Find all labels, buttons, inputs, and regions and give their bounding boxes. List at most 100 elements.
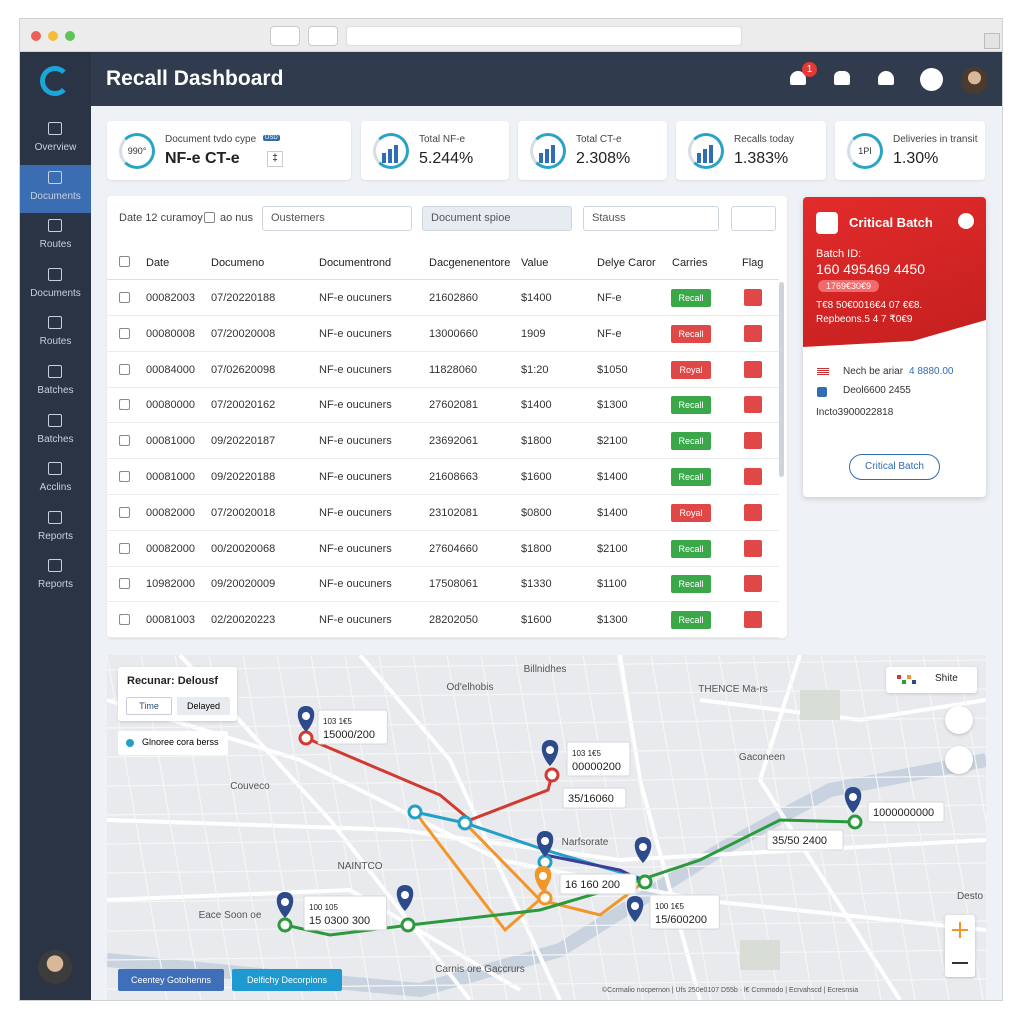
map-pin	[276, 892, 294, 918]
max-dot[interactable]	[65, 31, 75, 41]
callout	[562, 787, 627, 809]
tabs-button[interactable]	[308, 26, 338, 46]
sidebar-label[interactable]: Routes	[39, 239, 72, 251]
sidebar-icon[interactable]	[48, 413, 62, 427]
sidebar-icon[interactable]	[48, 219, 62, 233]
row-checkbox[interactable]	[119, 435, 130, 447]
column-header: Flag	[742, 257, 764, 269]
status-pill[interactable]: Royal	[671, 503, 711, 522]
min-dot[interactable]	[48, 31, 58, 41]
place-label: Carnis ore Gaccrurs	[435, 964, 524, 975]
header-checkbox[interactable]	[119, 256, 130, 267]
view-button[interactable]: Shite	[935, 673, 958, 684]
zoom-out[interactable]	[952, 962, 968, 964]
row-checkbox[interactable]	[119, 542, 130, 554]
street	[888, 655, 950, 1000]
filter-select[interactable]: Stauss	[583, 206, 719, 231]
cell: 09/20220187	[211, 435, 276, 448]
sidebar-label[interactable]: Reports	[37, 579, 73, 591]
row-checkbox[interactable]	[119, 614, 130, 626]
filter-checkbox[interactable]	[204, 212, 215, 223]
map-control[interactable]	[945, 746, 973, 774]
legend-tab[interactable]: Delayed	[177, 697, 230, 715]
flag-button[interactable]	[744, 289, 762, 306]
status-pill[interactable]: Royal	[671, 360, 711, 379]
column-header: Documeno	[211, 257, 265, 269]
flag-button[interactable]	[744, 503, 762, 521]
legend-tab[interactable]: Time	[126, 697, 172, 715]
status-pill[interactable]: Recall	[671, 289, 711, 307]
date-filter[interactable]: Date 12 curamoy	[119, 212, 203, 224]
cell: NF-e oucuners	[319, 327, 392, 340]
critical-button[interactable]: Critical Batch	[849, 454, 940, 480]
bell-icon[interactable]	[878, 71, 894, 85]
sidebar-icon[interactable]	[48, 170, 62, 184]
row-checkbox[interactable]	[119, 292, 130, 303]
cell: 02/20020223	[211, 614, 276, 627]
map-control[interactable]	[945, 706, 973, 734]
sidebar-icon[interactable]	[48, 316, 62, 330]
filter-select[interactable]: Document spioe	[422, 206, 572, 231]
map[interactable]: Od'elhobis Billnidhes THENCE Ma-rs Gaconeen…	[107, 655, 986, 1000]
new-tab[interactable]	[984, 33, 1000, 49]
users-icon[interactable]	[834, 71, 850, 85]
map-button[interactable]: Delfichy Decorpions	[232, 969, 342, 991]
row-checkbox[interactable]	[119, 471, 130, 482]
info-icon[interactable]	[920, 68, 943, 91]
status-pill[interactable]: Recall	[671, 432, 711, 451]
sidebar-icon[interactable]	[48, 462, 62, 476]
address-bar[interactable]	[346, 26, 742, 46]
flag-button[interactable]	[744, 360, 762, 378]
flag-button[interactable]	[744, 468, 762, 485]
road	[358, 655, 562, 1000]
map-button[interactable]: Ceentey Gotohenns	[118, 969, 224, 991]
bell-icon[interactable]	[790, 71, 806, 85]
flag-button[interactable]	[744, 396, 762, 414]
kpi-card: 1PI Deliveries in transit 1.30%	[835, 121, 985, 180]
scrollbar[interactable]	[779, 282, 784, 477]
sidebar-icon[interactable]	[48, 267, 62, 281]
row-checkbox[interactable]	[119, 399, 130, 411]
pin-dot	[849, 793, 857, 801]
sidebar-label[interactable]: Batches	[37, 385, 74, 396]
status-pill[interactable]: Recall	[671, 396, 711, 415]
close-dot[interactable]	[31, 31, 41, 41]
group-select[interactable]	[731, 206, 776, 231]
sidebar-label[interactable]: Documents	[30, 287, 81, 299]
item-check[interactable]	[817, 387, 827, 397]
share-button[interactable]	[270, 26, 300, 46]
flag-button[interactable]	[744, 575, 762, 593]
sidebar-label[interactable]: Acclins	[39, 482, 72, 494]
flag-button[interactable]	[744, 432, 762, 450]
street	[412, 655, 474, 1000]
row-checkbox[interactable]	[119, 327, 130, 339]
sidebar-label[interactable]: Reports	[37, 530, 73, 542]
row-checkbox[interactable]	[119, 578, 130, 590]
status-pill[interactable]: Recall	[671, 611, 711, 630]
sidebar-icon[interactable]	[48, 122, 62, 135]
flag-button[interactable]	[744, 539, 762, 557]
sidebar-label[interactable]: Overview	[34, 142, 77, 153]
status-pill[interactable]: Recall	[671, 324, 711, 343]
filter-select[interactable]: Oustemers	[262, 206, 412, 231]
status-pill[interactable]: Recall	[671, 468, 711, 486]
status-pill[interactable]: Recall	[671, 575, 711, 594]
flag-button[interactable]	[744, 324, 762, 342]
column-header: Dacgenenentore	[429, 257, 511, 269]
row-checkbox[interactable]	[119, 506, 130, 518]
zoom-in-v[interactable]	[959, 922, 961, 938]
row-checkbox[interactable]	[119, 363, 130, 375]
sidebar-icon[interactable]	[48, 365, 62, 378]
status-pill[interactable]: Recall	[671, 539, 711, 558]
cell: 21608663	[429, 471, 478, 483]
sidebar-label[interactable]: Batches	[37, 433, 74, 445]
help-icon[interactable]	[958, 213, 974, 229]
avatar[interactable]	[961, 67, 988, 94]
sidebar-label[interactable]: Documents	[30, 190, 81, 202]
view-panel[interactable]	[886, 667, 977, 693]
flag-button[interactable]	[744, 611, 762, 629]
sidebar-icon[interactable]	[48, 510, 62, 524]
sidebar-label[interactable]: Routes	[39, 336, 72, 348]
sidebar-icon[interactable]	[48, 559, 62, 573]
user-avatar[interactable]	[38, 950, 72, 984]
